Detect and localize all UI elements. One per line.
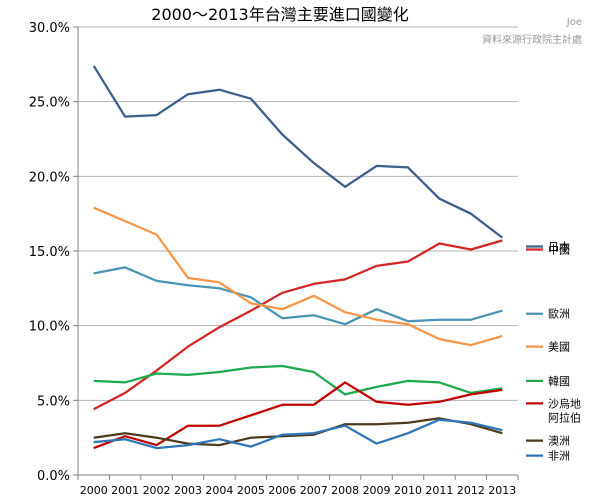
legend-label: 韓國 [548,375,570,388]
series-line [93,417,503,447]
x-tick-label: 2013 [488,484,516,497]
chart-title: 2000～2013年台灣主要進口國變化 [151,5,408,24]
series-line [92,65,503,239]
x-tick-label: 2002 [143,484,171,497]
legend-label: 阿拉伯 [548,410,581,424]
x-tick-label: 2010 [394,484,422,497]
y-tick-label: 10.0% [29,320,70,335]
legend-label: 歐洲 [548,307,570,321]
series-line [93,381,503,450]
x-tick-label: 2012 [457,484,485,497]
x-tick-label: 2007 [300,484,328,497]
y-tick-label: 0.0% [37,469,70,484]
x-tick-label: 2005 [237,484,265,497]
x-tick-label: 2009 [363,484,391,497]
series-line [93,418,503,450]
legend-label: 美國 [548,341,570,354]
y-tick-label: 15.0% [29,245,70,260]
y-tick-label: 20.0% [29,170,70,185]
y-tick-label: 25.0% [29,96,70,111]
y-tick-label: 5.0% [37,394,70,409]
series-lines [92,65,503,450]
x-tick-label: 2004 [205,484,233,497]
legend-label: 中國 [548,244,570,257]
x-tick-label: 2000 [80,484,108,497]
x-tick-label: 2003 [174,484,202,497]
gridlines [78,26,518,401]
series-line [93,239,503,411]
legend-label: 日本 [548,240,570,254]
x-tick-label: 2008 [331,484,359,497]
x-tick-label: 2006 [268,484,296,497]
x-tick-label: 2011 [425,484,453,497]
legend-label: 非洲 [548,450,570,463]
legend-label: 沙烏地 [548,396,581,410]
y-tick-label: 30.0% [29,21,70,36]
series-line [93,364,503,396]
series-line [93,206,503,347]
axes: 0.0%5.0%10.0%15.0%20.0%25.0%30.0%2000 200… [29,21,519,497]
legend-label: 澳洲 [548,435,570,448]
series-line [93,266,503,326]
x-tick-label: 2001 [111,484,139,497]
credit-source: 資料來源行政院主計處 [482,33,582,46]
credit-author: Joe [566,17,582,28]
